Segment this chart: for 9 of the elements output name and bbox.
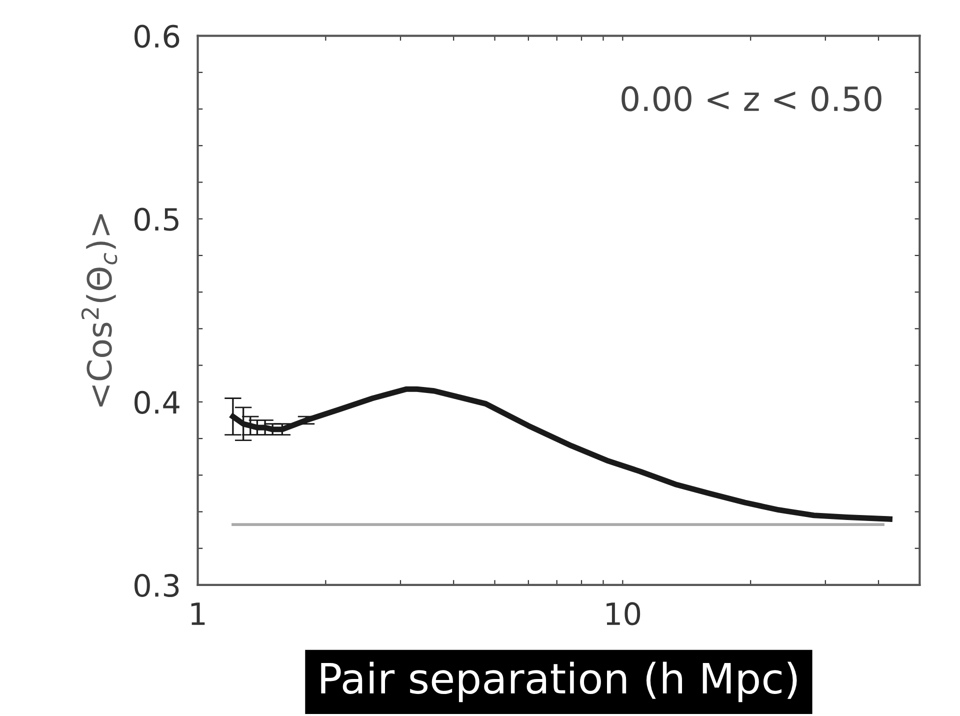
y-tick-label: 0.3 [134, 574, 179, 598]
x-tick-label: 1 [191, 602, 205, 625]
annotation: 0.00 < z < 0.50 [622, 86, 882, 112]
x-axis-title: Pair separation (h Mpc) [321, 662, 797, 702]
y-tick-label: 0.5 [134, 208, 178, 231]
x-tick-label: 10 [606, 602, 640, 626]
y-axis-title: <Cos$^{2}$(Θ$_{c}$)> [81, 214, 118, 407]
y-tick-label: 0.4 [134, 390, 180, 414]
y-tick-label: 0.6 [134, 24, 180, 48]
